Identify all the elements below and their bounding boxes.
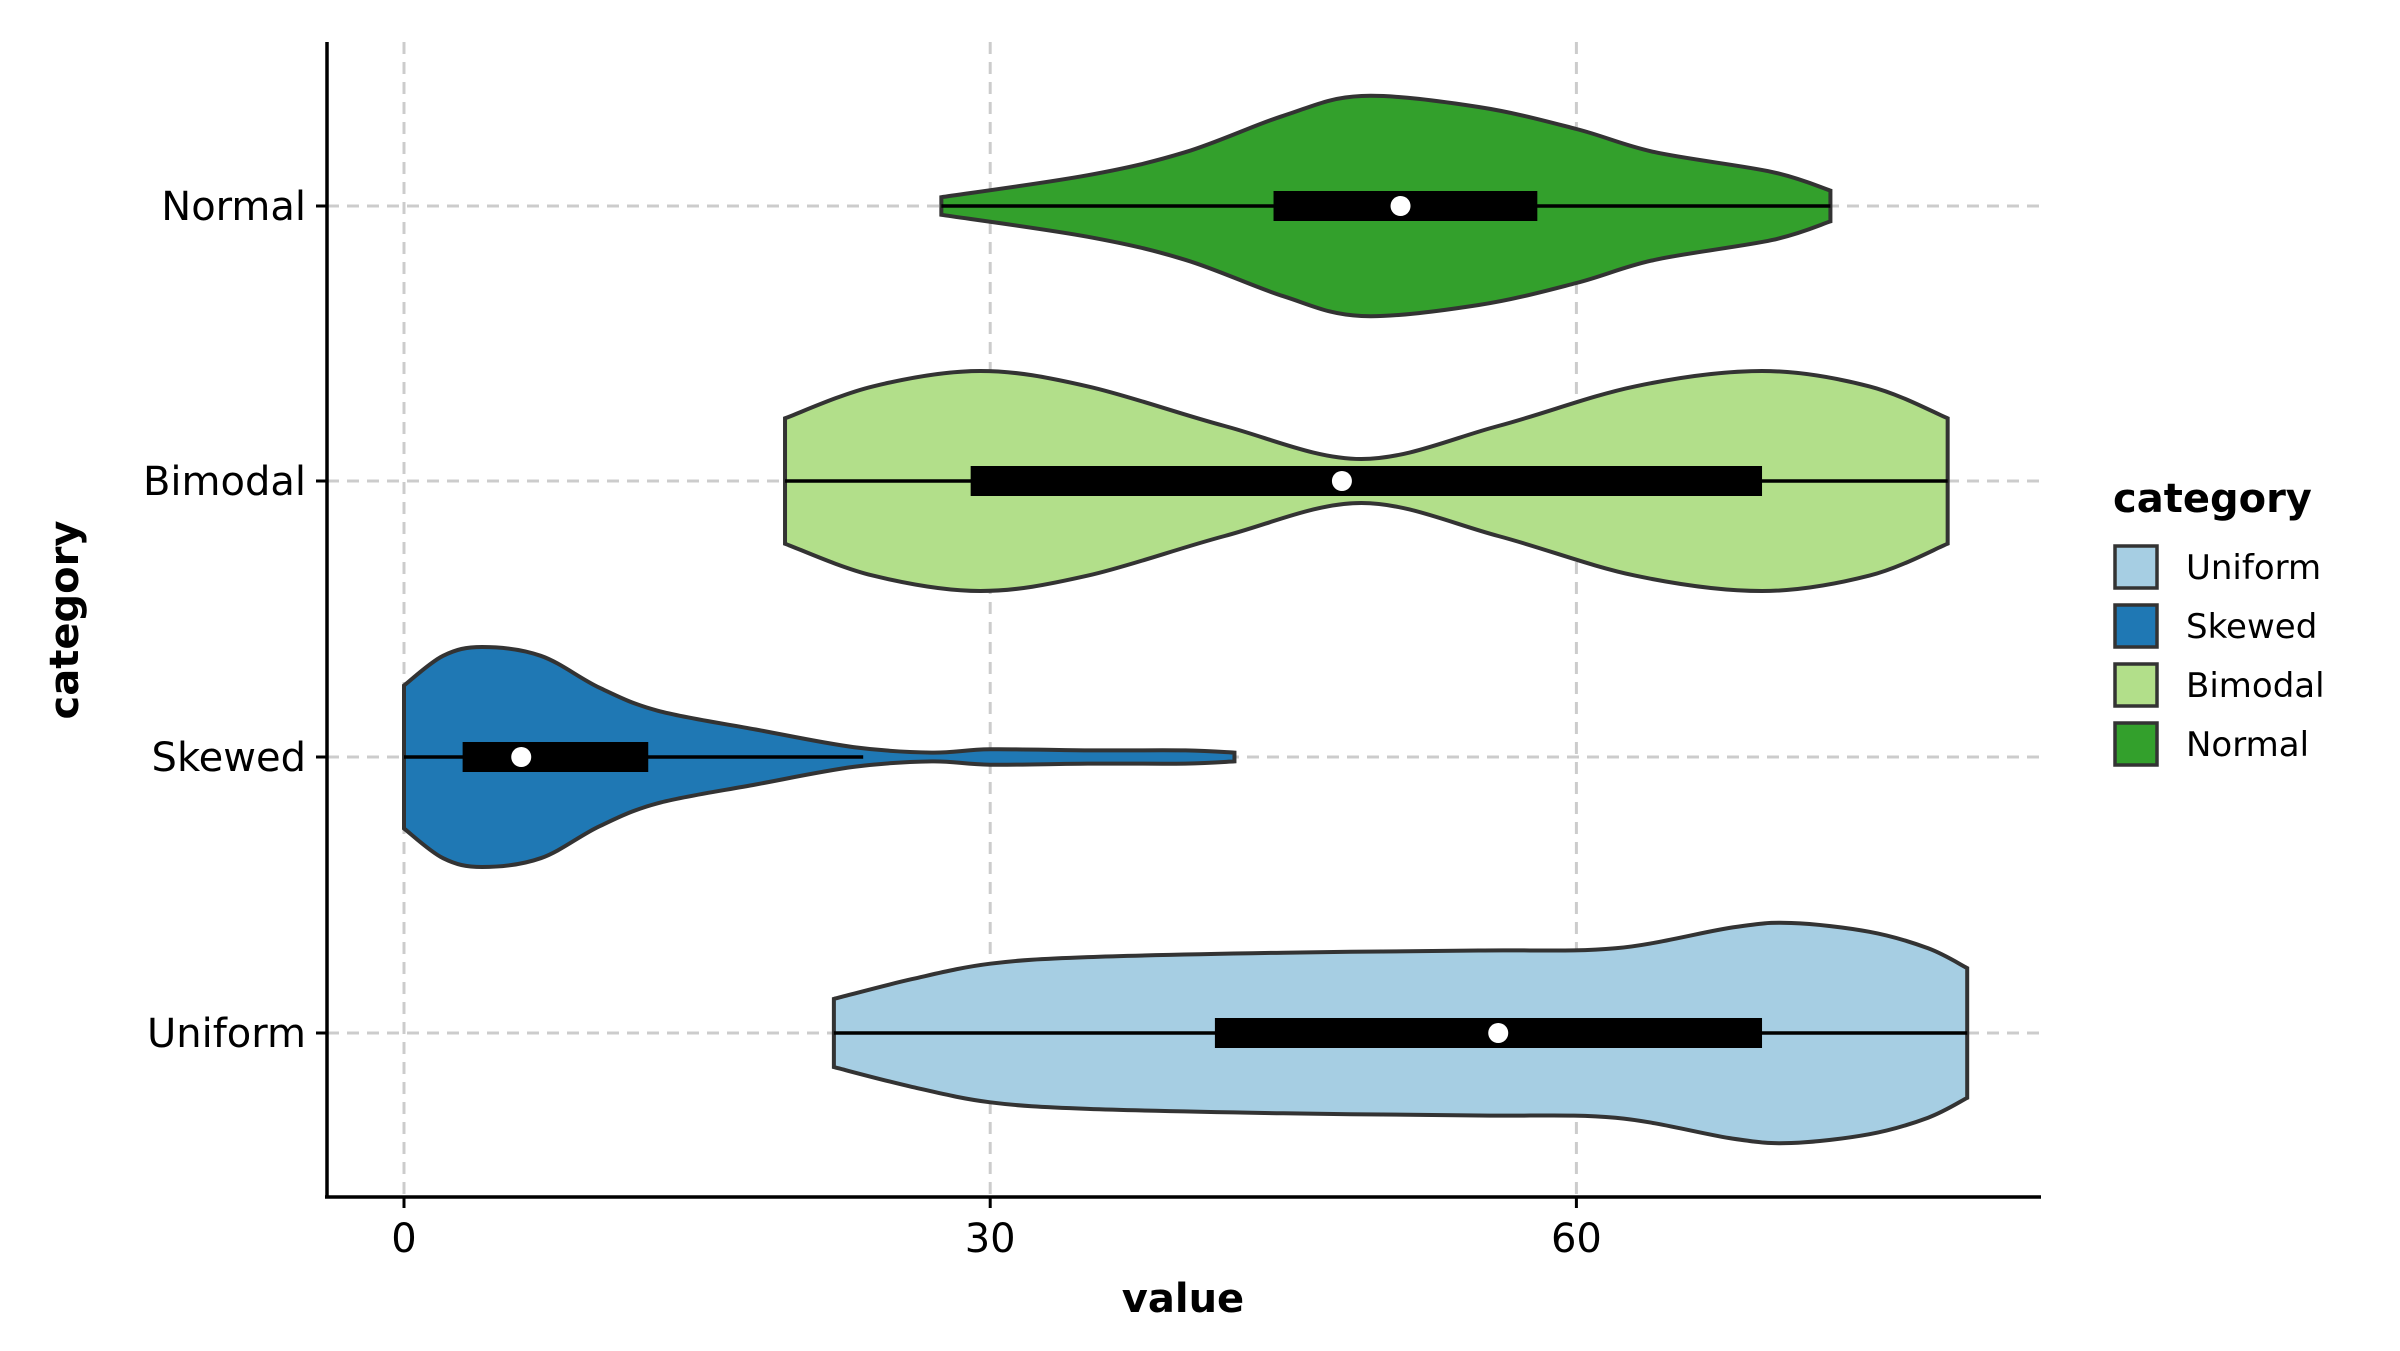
legend: category Uniform Skewed Bimodal Normal [2113,476,2325,767]
y-tick-label: Normal [161,184,306,230]
y-tick-label: Bimodal [143,459,306,505]
median-point [1488,1023,1509,1043]
x-tick-label: 0 [391,1216,416,1262]
median-point [1331,471,1352,491]
x-axis-title: value [1122,1276,1244,1322]
legend-key-uniform [2113,544,2159,590]
violins [402,93,1970,1146]
x-ticks: 0 30 60 [391,1197,1602,1262]
legend-key-normal [2113,721,2159,767]
x-tick-label: 30 [965,1216,1016,1262]
y-axis-title: category [42,521,88,720]
legend-key-skewed [2113,603,2159,649]
legend-title: category [2113,476,2312,522]
legend-label: Normal [2186,725,2309,765]
violin-skewed [402,644,1237,870]
y-ticks: Uniform Skewed Bimodal Normal [143,184,327,1057]
iqr-box [970,466,1763,496]
y-tick-label: Uniform [147,1011,306,1057]
iqr-box [462,742,649,772]
legend-label: Uniform [2186,548,2321,588]
y-tick-label: Skewed [152,735,306,781]
legend-label: Skewed [2186,607,2317,647]
median-point [511,747,532,767]
median-point [1390,196,1411,216]
violin-normal [939,93,1833,319]
legend-label: Bimodal [2186,666,2325,706]
legend-key-bimodal [2113,662,2159,708]
violin-bimodal [783,368,1950,594]
x-tick-label: 60 [1551,1216,1602,1262]
violin-uniform [831,920,1970,1146]
